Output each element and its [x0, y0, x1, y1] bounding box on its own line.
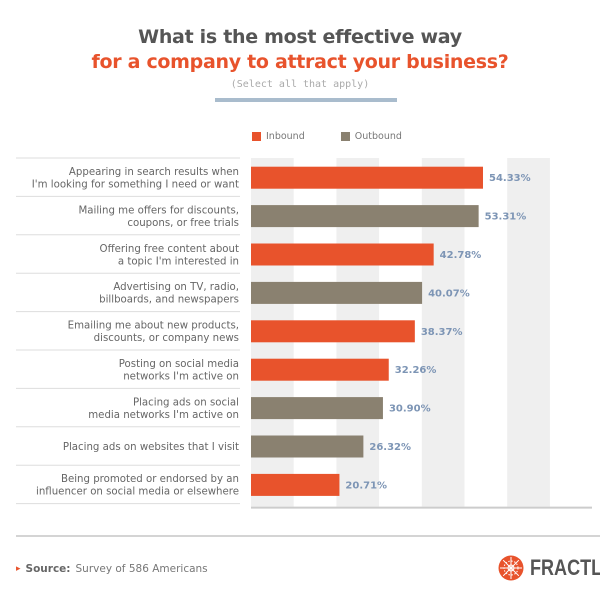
category-label-line: Advertising on TV, radio,	[113, 282, 239, 293]
value-label: 42.78%	[440, 250, 482, 261]
bar	[251, 205, 479, 228]
value-label: 40.07%	[428, 288, 470, 299]
value-labels: 54.33% 53.31% 42.78% 40.07% 38.37% 32.26% 30.9…	[345, 173, 530, 491]
grid-band	[507, 158, 550, 507]
category-label-line: discounts, or company news	[94, 333, 239, 344]
category-label-line: Appearing in search results when	[69, 167, 239, 178]
bar	[251, 281, 423, 304]
legend: Inbound Outbound	[252, 131, 402, 142]
footer-divider	[16, 535, 600, 537]
chart-subtitle: (Select all that apply)	[230, 79, 370, 90]
title-underline	[215, 98, 397, 102]
legend-item-outbound: Outbound	[340, 131, 402, 142]
bars	[251, 166, 483, 496]
bar	[251, 397, 383, 420]
category-label: Offering free content about a topic I'm i…	[100, 244, 239, 268]
category-label-line: I'm looking for something I need or want	[32, 179, 239, 190]
category-label-line: Being promoted or endorsed by an	[61, 474, 239, 485]
category-label-line: influencer on social media or elsewhere	[36, 487, 239, 498]
source-label: Source:	[25, 563, 71, 575]
bar	[251, 243, 434, 266]
category-label: Appearing in search results when I'm look…	[32, 167, 239, 191]
category-label: Mailing me offers for discounts, coupons,…	[78, 205, 239, 229]
chart-title-line1: What is the most effective way	[138, 26, 462, 48]
category-label-line: Placing ads on websites that I visit	[63, 442, 239, 453]
bar	[251, 358, 389, 381]
category-label-line: media networks I'm active on	[88, 410, 239, 421]
legend-label-inbound: Inbound	[266, 131, 305, 142]
value-label: 54.33%	[489, 173, 531, 184]
category-label-line: coupons, or free trials	[127, 218, 239, 229]
source-note: ▸ Source: Survey of 586 Americans	[16, 563, 208, 575]
category-label: Emailing me about new products, discounts…	[68, 321, 239, 345]
bar	[251, 166, 483, 189]
value-label: 38.37%	[421, 327, 463, 338]
category-label-line: Emailing me about new products,	[68, 321, 239, 332]
category-label-line: billboards, and newspapers	[99, 295, 239, 306]
legend-swatch-inbound	[252, 132, 261, 141]
value-label: 32.26%	[395, 365, 437, 376]
legend-label-outbound: Outbound	[354, 131, 402, 142]
category-label-line: networks I'm active on	[123, 371, 239, 382]
legend-item-inbound: Inbound	[252, 131, 305, 142]
bar	[251, 320, 415, 343]
row-dividers	[16, 157, 240, 505]
bar	[251, 435, 364, 458]
category-label: Placing ads on websites that I visit	[63, 442, 239, 453]
bullet-icon: ▸	[16, 564, 21, 574]
chart-title-line2: for a company to attract your business?	[91, 51, 509, 73]
legend-swatch-outbound	[340, 132, 350, 141]
category-label: Advertising on TV, radio, billboards, and…	[99, 282, 239, 306]
value-label: 20.71%	[345, 480, 387, 491]
category-label-line: Posting on social media	[119, 359, 239, 370]
value-label: 30.90%	[389, 404, 431, 415]
fractl-logo: FRACTL	[498, 555, 600, 581]
category-label: Being promoted or endorsed by an influenc…	[36, 474, 239, 498]
category-labels: Appearing in search results when I'm look…	[32, 167, 239, 498]
category-label-line: Placing ads on social	[133, 397, 239, 408]
value-label: 53.31%	[485, 212, 527, 223]
category-label-line: Offering free content about	[100, 244, 239, 255]
category-label-line: a topic I'm interested in	[118, 256, 239, 267]
source-text: Survey of 586 Americans	[75, 563, 208, 575]
brand-name: FRACTL	[530, 555, 600, 580]
category-label: Posting on social media networks I'm acti…	[119, 359, 239, 383]
fractl-logo-icon	[498, 555, 524, 581]
category-label: Placing ads on social media networks I'm …	[88, 397, 239, 421]
value-label: 26.32%	[369, 442, 411, 453]
bar	[251, 473, 340, 496]
category-label-line: Mailing me offers for discounts,	[78, 205, 239, 216]
